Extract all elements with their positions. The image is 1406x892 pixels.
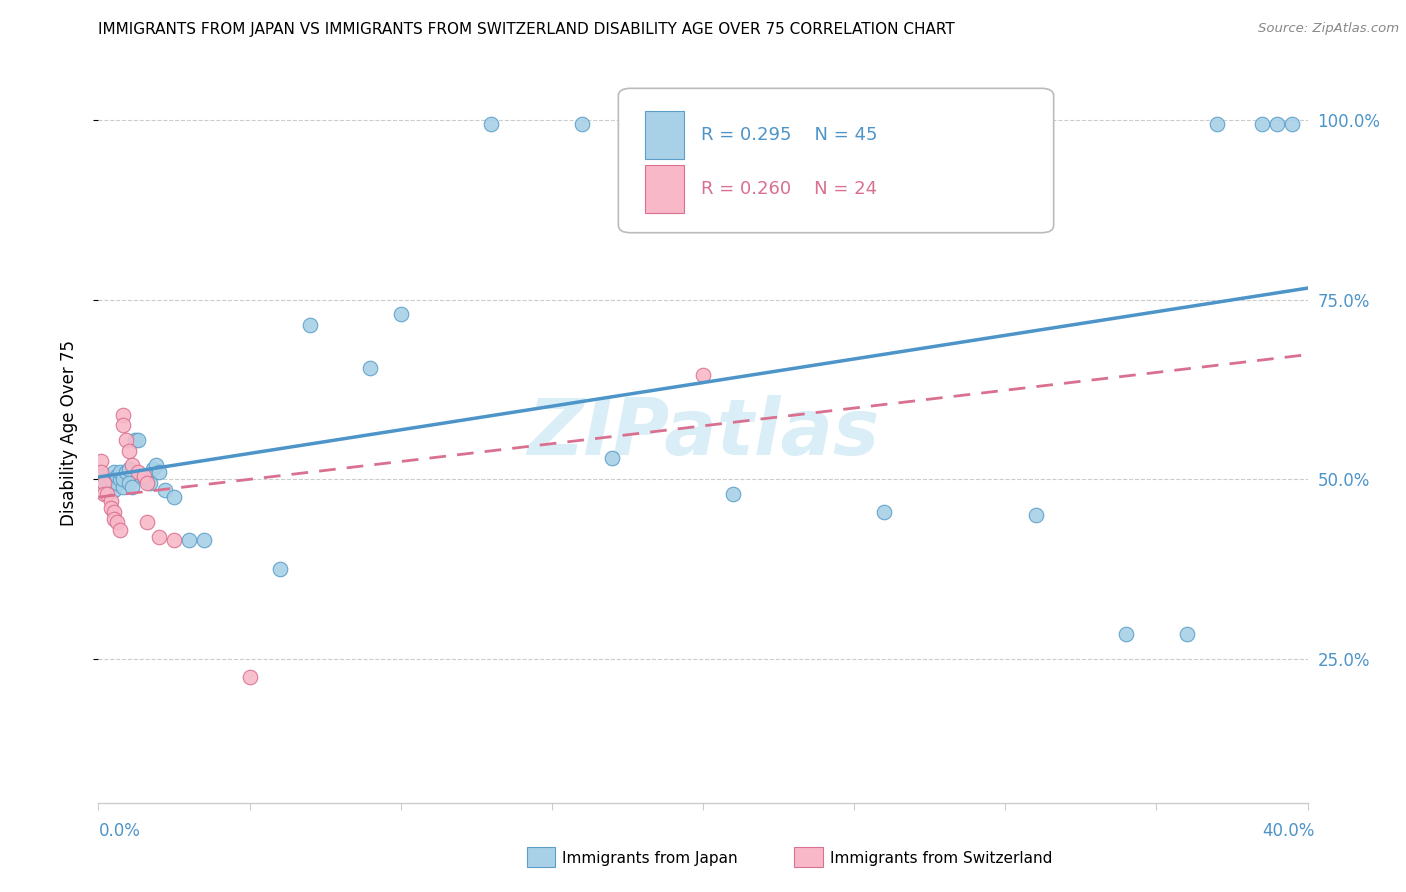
- Point: [114, 465, 136, 479]
- Point: [124, 433, 146, 447]
- Point: [148, 465, 170, 479]
- Bar: [794, 847, 823, 867]
- Point: [121, 479, 143, 493]
- Point: [145, 458, 167, 472]
- Point: [360, 360, 382, 375]
- Point: [132, 468, 155, 483]
- Point: [239, 670, 262, 684]
- Bar: [645, 111, 683, 159]
- Point: [692, 368, 714, 383]
- Point: [135, 472, 157, 486]
- FancyBboxPatch shape: [619, 88, 1053, 233]
- Point: [108, 472, 131, 486]
- Point: [108, 523, 131, 537]
- Point: [127, 465, 149, 479]
- Point: [873, 505, 896, 519]
- Point: [179, 533, 201, 548]
- Point: [193, 533, 215, 548]
- Point: [163, 533, 186, 548]
- Point: [1115, 627, 1137, 641]
- Point: [389, 307, 412, 321]
- Point: [93, 475, 115, 490]
- Point: [602, 450, 624, 465]
- Point: [1024, 508, 1046, 523]
- Text: R = 0.295    N = 45: R = 0.295 N = 45: [700, 126, 877, 144]
- Text: Immigrants from Switzerland: Immigrants from Switzerland: [830, 851, 1052, 865]
- Text: Immigrants from Japan: Immigrants from Japan: [562, 851, 738, 865]
- Point: [105, 475, 128, 490]
- Point: [103, 483, 125, 497]
- Point: [90, 465, 112, 479]
- Point: [100, 494, 122, 508]
- Point: [129, 468, 152, 483]
- Point: [163, 491, 186, 505]
- Point: [111, 479, 134, 493]
- Text: Source: ZipAtlas.com: Source: ZipAtlas.com: [1258, 22, 1399, 36]
- Point: [105, 468, 128, 483]
- Text: ZIPatlas: ZIPatlas: [527, 394, 879, 471]
- Point: [132, 468, 155, 483]
- Point: [90, 468, 112, 483]
- Point: [1281, 116, 1303, 130]
- Point: [105, 516, 128, 530]
- Point: [93, 475, 115, 490]
- Point: [96, 479, 118, 493]
- Point: [118, 475, 141, 490]
- Point: [121, 458, 143, 472]
- Point: [127, 433, 149, 447]
- Y-axis label: Disability Age Over 75: Disability Age Over 75: [59, 340, 77, 525]
- Point: [269, 562, 291, 576]
- Point: [100, 501, 122, 516]
- Point: [1206, 116, 1229, 130]
- Point: [148, 530, 170, 544]
- Point: [1175, 627, 1198, 641]
- Point: [103, 505, 125, 519]
- Point: [100, 472, 122, 486]
- Point: [118, 443, 141, 458]
- Text: 0.0%: 0.0%: [98, 822, 141, 840]
- Point: [96, 486, 118, 500]
- Point: [299, 318, 322, 332]
- Point: [135, 516, 157, 530]
- Point: [114, 433, 136, 447]
- Point: [108, 465, 131, 479]
- Bar: [527, 847, 555, 867]
- Point: [571, 116, 593, 130]
- Point: [103, 465, 125, 479]
- Point: [139, 475, 162, 490]
- Point: [90, 454, 112, 468]
- Point: [723, 486, 745, 500]
- Point: [1267, 116, 1289, 130]
- Point: [111, 408, 134, 422]
- Point: [153, 483, 176, 497]
- Point: [142, 461, 165, 475]
- Point: [111, 472, 134, 486]
- Text: R = 0.260    N = 24: R = 0.260 N = 24: [700, 180, 877, 198]
- Text: 40.0%: 40.0%: [1263, 822, 1315, 840]
- Point: [1251, 116, 1274, 130]
- Text: IMMIGRANTS FROM JAPAN VS IMMIGRANTS FROM SWITZERLAND DISABILITY AGE OVER 75 CORR: IMMIGRANTS FROM JAPAN VS IMMIGRANTS FROM…: [98, 22, 955, 37]
- Point: [93, 486, 115, 500]
- Point: [111, 418, 134, 433]
- Point: [103, 512, 125, 526]
- Point: [135, 475, 157, 490]
- Point: [118, 461, 141, 475]
- Bar: [645, 165, 683, 213]
- Point: [481, 116, 503, 130]
